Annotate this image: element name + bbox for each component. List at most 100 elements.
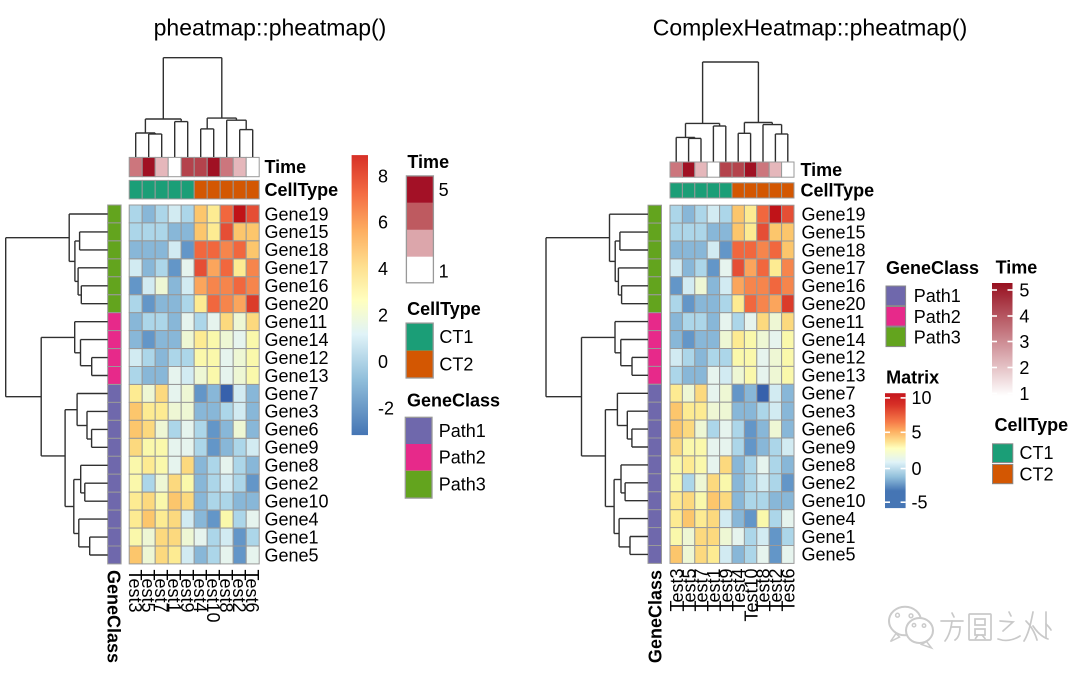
svg-text:CellType: CellType: [407, 299, 481, 319]
svg-text:Test1: Test1: [164, 570, 184, 613]
svg-text:Gene10: Gene10: [265, 492, 329, 512]
svg-text:Gene7: Gene7: [265, 384, 319, 404]
svg-text:Gene12: Gene12: [802, 348, 866, 368]
svg-text:CT1: CT1: [439, 327, 473, 347]
svg-text:pheatmap::pheatmap(): pheatmap::pheatmap(): [154, 15, 387, 41]
svg-text:Gene2: Gene2: [265, 474, 319, 494]
svg-text:Gene5: Gene5: [802, 545, 856, 565]
svg-text:0: 0: [912, 459, 922, 479]
svg-text:2: 2: [378, 306, 388, 326]
svg-text:Gene11: Gene11: [802, 312, 865, 332]
svg-text:Gene1: Gene1: [802, 527, 856, 547]
svg-text:Gene6: Gene6: [802, 419, 856, 439]
svg-text:CT2: CT2: [439, 355, 473, 375]
svg-text:Gene12: Gene12: [265, 348, 329, 368]
svg-text:Test2: Test2: [766, 569, 786, 612]
svg-text:Matrix: Matrix: [886, 368, 939, 388]
svg-text:Gene20: Gene20: [802, 294, 866, 314]
svg-text:1: 1: [1019, 384, 1029, 404]
svg-text:Time: Time: [407, 152, 449, 172]
svg-text:Gene11: Gene11: [265, 312, 328, 332]
svg-text:GeneClass: GeneClass: [407, 391, 500, 411]
svg-text:1: 1: [439, 262, 449, 282]
svg-text:CellType: CellType: [801, 181, 875, 201]
svg-text:Gene17: Gene17: [265, 258, 329, 278]
svg-text:Gene4: Gene4: [265, 509, 319, 529]
svg-text:Test4: Test4: [190, 570, 210, 613]
svg-text:4: 4: [1019, 306, 1029, 326]
svg-text:GeneClass: GeneClass: [646, 570, 666, 663]
svg-text:Gene18: Gene18: [265, 240, 329, 260]
svg-text:Test4: Test4: [729, 569, 749, 612]
svg-text:Path1: Path1: [914, 286, 961, 306]
svg-text:Gene9: Gene9: [802, 437, 856, 457]
svg-text:5: 5: [912, 423, 922, 443]
svg-text:ComplexHeatmap::pheatmap(): ComplexHeatmap::pheatmap(): [653, 15, 967, 41]
svg-text:GeneClass: GeneClass: [886, 258, 979, 278]
svg-text:Gene9: Gene9: [265, 438, 319, 458]
svg-text:10: 10: [912, 388, 932, 408]
svg-text:Time: Time: [801, 160, 843, 180]
svg-text:Path2: Path2: [914, 307, 961, 327]
svg-text:Gene13: Gene13: [265, 366, 329, 386]
svg-text:Time: Time: [265, 157, 307, 177]
svg-text:Path3: Path3: [914, 328, 961, 348]
svg-text:CT1: CT1: [1020, 443, 1054, 463]
svg-text:Test8: Test8: [754, 569, 774, 612]
svg-text:Test3: Test3: [125, 570, 145, 613]
svg-text:Test7: Test7: [692, 569, 712, 612]
svg-text:Gene15: Gene15: [802, 222, 866, 242]
svg-text:Test2: Test2: [229, 570, 249, 613]
svg-text:Test8: Test8: [216, 570, 236, 613]
svg-text:Test5: Test5: [138, 570, 158, 613]
svg-text:2: 2: [1019, 358, 1029, 378]
svg-text:Test7: Test7: [151, 570, 171, 613]
svg-text:Gene14: Gene14: [802, 330, 866, 350]
svg-text:Test1: Test1: [704, 569, 724, 612]
svg-text:Test5: Test5: [679, 569, 699, 612]
svg-text:Path1: Path1: [439, 421, 486, 441]
svg-text:Path2: Path2: [439, 448, 486, 468]
svg-text:Test9: Test9: [177, 570, 197, 613]
svg-text:Gene3: Gene3: [265, 402, 319, 422]
svg-text:Test10: Test10: [203, 570, 223, 623]
svg-text:Test6: Test6: [779, 569, 799, 612]
svg-text:CT2: CT2: [1020, 464, 1054, 484]
svg-text:3: 3: [1019, 332, 1029, 352]
svg-text:CellType: CellType: [995, 415, 1069, 435]
svg-text:Gene6: Gene6: [265, 420, 319, 440]
svg-text:Gene20: Gene20: [265, 294, 329, 314]
svg-text:Gene17: Gene17: [802, 258, 866, 278]
svg-text:Gene4: Gene4: [802, 509, 856, 529]
svg-text:Gene1: Gene1: [265, 527, 319, 547]
svg-text:Gene13: Gene13: [802, 366, 866, 386]
svg-text:Test6: Test6: [242, 570, 262, 613]
svg-text:Time: Time: [996, 258, 1038, 278]
svg-text:Gene5: Gene5: [265, 545, 319, 565]
svg-text:Gene2: Gene2: [802, 473, 856, 493]
svg-text:Gene16: Gene16: [265, 276, 329, 296]
svg-text:Test9: Test9: [717, 569, 737, 612]
svg-text:5: 5: [1019, 280, 1029, 300]
svg-text:Gene15: Gene15: [265, 222, 329, 242]
svg-text:Gene10: Gene10: [802, 491, 866, 511]
svg-text:6: 6: [378, 213, 388, 233]
svg-text:5: 5: [439, 180, 449, 200]
svg-text:Gene7: Gene7: [802, 384, 856, 404]
svg-text:-2: -2: [378, 398, 394, 418]
svg-text:Gene19: Gene19: [802, 205, 866, 225]
svg-text:Test10: Test10: [741, 569, 761, 622]
svg-text:Gene8: Gene8: [265, 456, 319, 476]
svg-text:Gene19: Gene19: [265, 204, 329, 224]
svg-text:Gene8: Gene8: [802, 455, 856, 475]
svg-text:Gene3: Gene3: [802, 402, 856, 422]
svg-text:Test3: Test3: [667, 569, 687, 612]
svg-text:Gene16: Gene16: [802, 276, 866, 296]
svg-text:Path3: Path3: [439, 474, 486, 494]
svg-text:Gene14: Gene14: [265, 330, 329, 350]
svg-text:CellType: CellType: [265, 180, 339, 200]
svg-text:GeneClass: GeneClass: [104, 570, 124, 663]
svg-text:-5: -5: [912, 493, 928, 513]
svg-text:8: 8: [378, 166, 388, 186]
svg-text:Gene18: Gene18: [802, 240, 866, 260]
